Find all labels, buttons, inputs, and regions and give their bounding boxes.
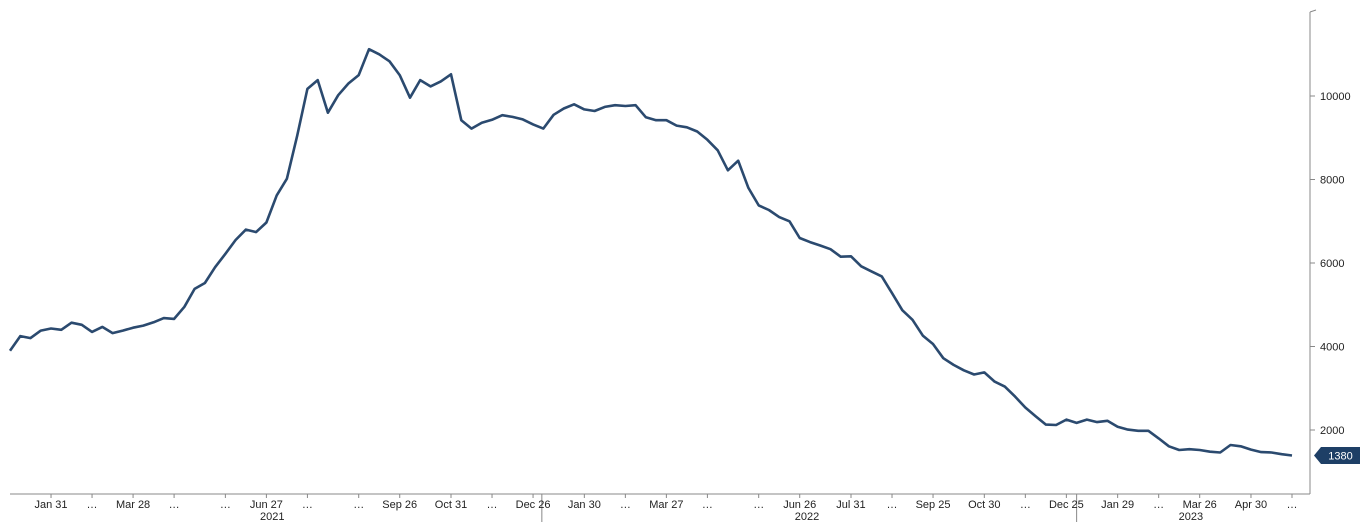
x-tick-label: … — [620, 499, 631, 511]
x-tick-label: … — [1287, 499, 1298, 511]
x-tick-label: Jan 29 — [1101, 499, 1134, 511]
x-tick-label: … — [487, 499, 498, 511]
x-tick-label: … — [1020, 499, 1031, 511]
x-tick-label: … — [702, 499, 713, 511]
x-tick-label: … — [302, 499, 313, 511]
y-tick-label: 4000 — [1320, 342, 1344, 354]
x-tick-label: Jan 30 — [568, 499, 601, 511]
x-tick-label: … — [353, 499, 364, 511]
series-layer — [8, 47, 1293, 457]
x-tick-label: Oct 30 — [968, 499, 1000, 511]
y-tick-label: 2000 — [1320, 425, 1344, 437]
x-tick-label: … — [753, 499, 764, 511]
series-line — [8, 47, 1293, 457]
year-label: 2023 — [1179, 511, 1203, 522]
x-tick-label: Apr 30 — [1235, 499, 1267, 511]
x-tick-label: Dec 26 — [516, 499, 551, 511]
axes — [10, 9, 1317, 522]
x-tick-label: Mar 26 — [1183, 499, 1217, 511]
x-tick-label: … — [1153, 499, 1164, 511]
x-tick-label: Oct 31 — [435, 499, 467, 511]
y-axis-ticks: 2000 4000 6000 8000 10000 — [1310, 91, 1351, 437]
y-tick-label: 8000 — [1320, 175, 1344, 187]
x-tick-label: Jan 31 — [35, 499, 68, 511]
x-tick-label: … — [169, 499, 180, 511]
year-label: 2021 — [260, 511, 284, 522]
x-axis-ticks: Jan 31 … Mar 28 … … Jun 27 … … Sep 26 Oct 31 … Dec … — [35, 494, 1298, 522]
x-tick-label: … — [87, 499, 98, 511]
year-label: 2022 — [795, 511, 819, 522]
x-tick-label: Jul 31 — [836, 499, 865, 511]
x-tick-label: Mar 28 — [116, 499, 150, 511]
x-tick-label: Mar 27 — [649, 499, 683, 511]
last-value-badge-layer: 1380 — [1314, 446, 1360, 464]
last-value-badge — [1314, 446, 1360, 464]
x-tick-label: … — [887, 499, 898, 511]
y-tick-label: 6000 — [1320, 258, 1344, 270]
y-axis-cap — [1309, 9, 1317, 13]
x-tick-label: Jun 26 — [783, 499, 816, 511]
x-tick-label: … — [220, 499, 231, 511]
x-tick-label: Sep 26 — [382, 499, 417, 511]
x-tick-label: Dec 25 — [1049, 499, 1084, 511]
x-tick-label: Sep 25 — [916, 499, 951, 511]
last-value-label: 1380 — [1328, 450, 1352, 462]
x-tick-label: Jun 27 — [250, 499, 283, 511]
y-tick-label: 10000 — [1320, 91, 1351, 103]
